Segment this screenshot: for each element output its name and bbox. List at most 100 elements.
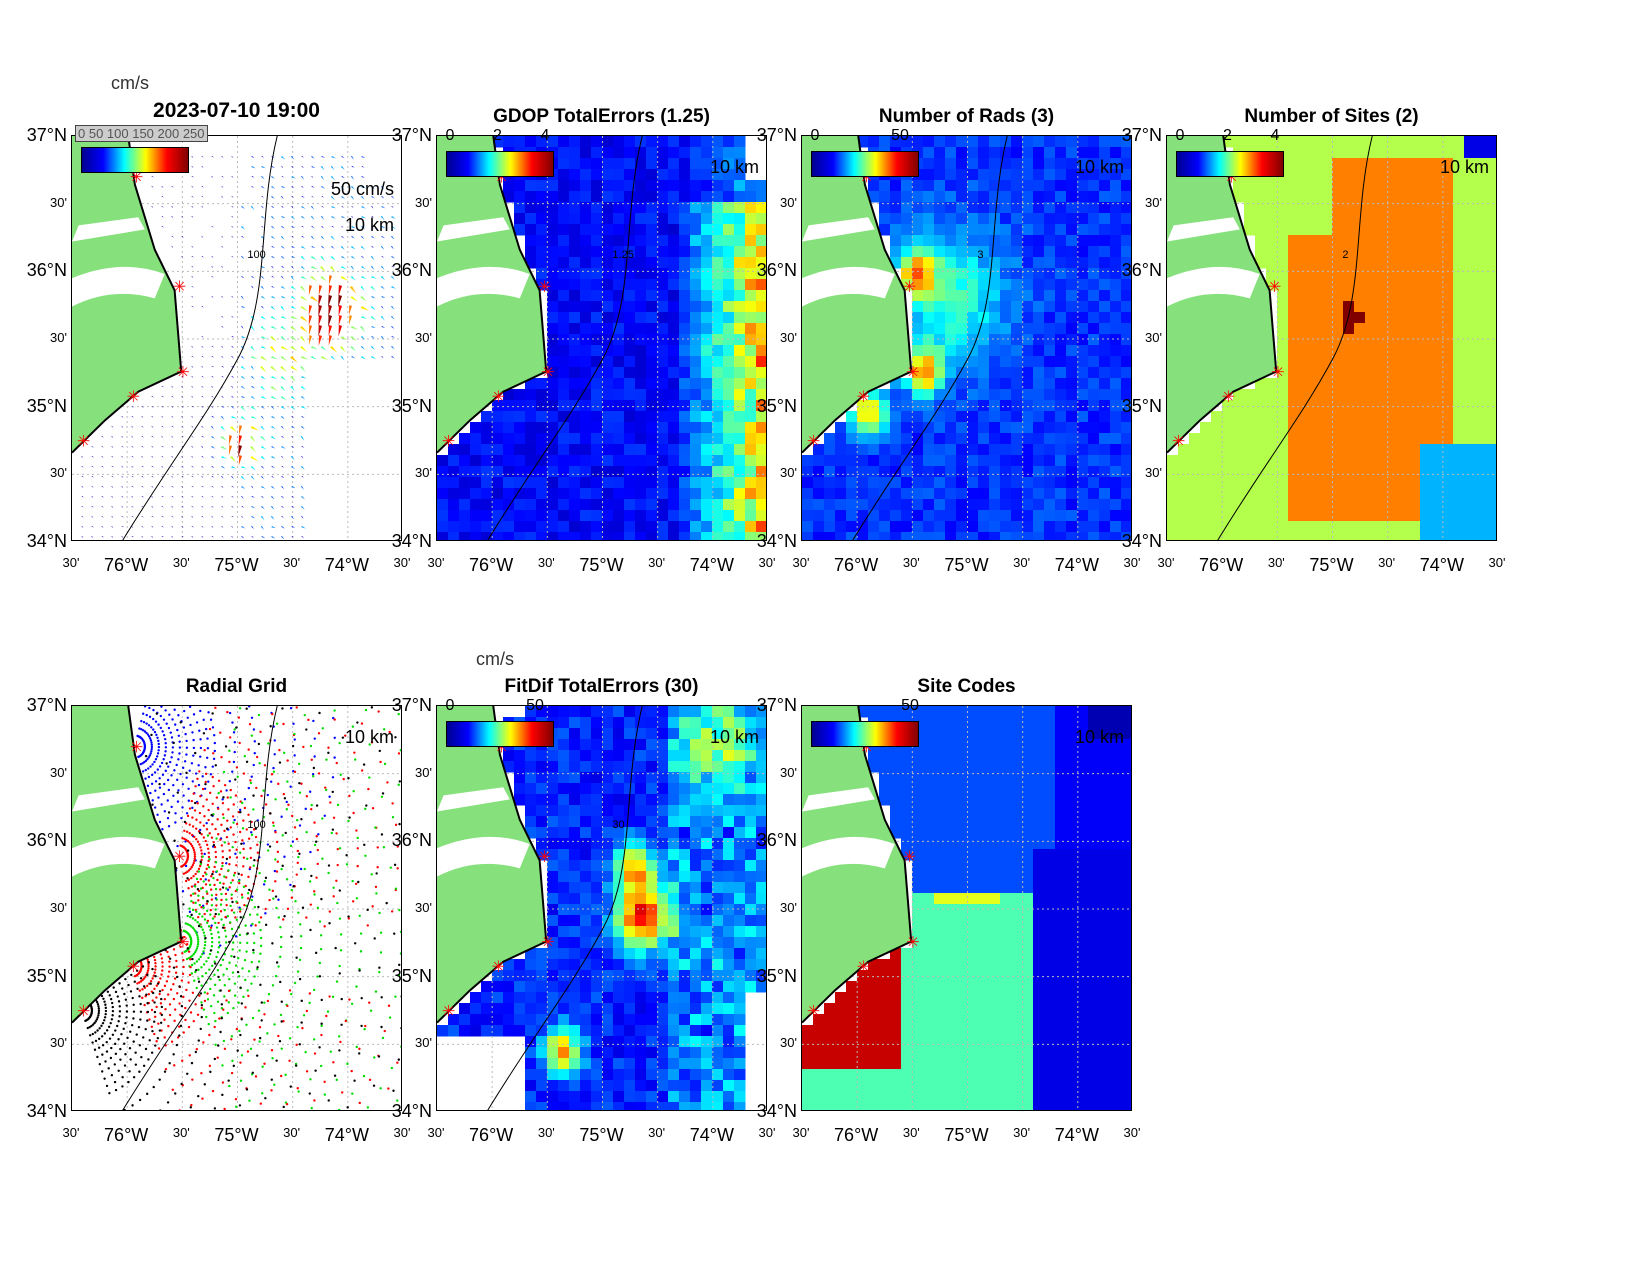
radial-grid-point bbox=[375, 892, 378, 895]
grid-cell bbox=[635, 169, 647, 181]
grid-cell bbox=[1431, 444, 1443, 456]
grid-cell bbox=[1332, 521, 1344, 533]
grid-cell bbox=[802, 488, 814, 500]
grid-cell bbox=[624, 147, 636, 159]
grid-cell bbox=[558, 378, 570, 390]
grid-cell bbox=[1055, 345, 1067, 357]
current-vector bbox=[391, 226, 397, 229]
grid-cell bbox=[1398, 400, 1410, 412]
grid-cell bbox=[1255, 202, 1267, 214]
grid-cell bbox=[723, 279, 735, 291]
radial-grid-point bbox=[353, 758, 357, 761]
grid-cell bbox=[1044, 158, 1056, 170]
grid-cell bbox=[879, 444, 891, 456]
contour-label: 1.25 bbox=[612, 249, 633, 261]
current-vector bbox=[231, 506, 234, 508]
radial-grid-point bbox=[219, 903, 223, 906]
grid-cell bbox=[956, 158, 968, 170]
grid-cell bbox=[712, 455, 724, 467]
grid-cell bbox=[923, 532, 935, 540]
radial-grid-point bbox=[227, 869, 230, 872]
grid-cell bbox=[1420, 367, 1432, 379]
grid-cell bbox=[657, 411, 669, 423]
radial-grid-point bbox=[215, 893, 218, 896]
current-vector bbox=[311, 246, 316, 249]
grid-cell bbox=[1310, 213, 1322, 225]
radial-grid-point bbox=[208, 857, 211, 861]
current-vector bbox=[211, 366, 215, 368]
grid-cell bbox=[890, 466, 902, 478]
grid-cell bbox=[1431, 422, 1443, 434]
grid-cell bbox=[1343, 213, 1355, 225]
grid-cell bbox=[646, 466, 658, 478]
grid-cell bbox=[1088, 499, 1100, 511]
radial-grid-point bbox=[234, 794, 238, 797]
current-vector bbox=[281, 316, 288, 319]
radial-grid-point bbox=[191, 731, 194, 734]
grid-cell bbox=[646, 246, 658, 258]
grid-cell bbox=[679, 389, 691, 401]
radial-grid-point bbox=[378, 970, 381, 974]
radial-grid-point bbox=[216, 878, 219, 882]
x-tick-label: 74°W bbox=[1419, 555, 1464, 575]
grid-cell bbox=[1486, 411, 1496, 423]
grid-cell bbox=[668, 411, 680, 423]
radial-grid-point bbox=[267, 742, 270, 745]
grid-cell bbox=[1453, 224, 1465, 236]
radial-grid-point bbox=[195, 910, 198, 913]
grid-cell bbox=[668, 213, 680, 225]
grid-cell bbox=[1110, 356, 1122, 368]
grid-cell bbox=[1011, 169, 1023, 181]
grid-cell bbox=[591, 224, 603, 236]
grid-cell bbox=[1066, 411, 1078, 423]
grid-cell bbox=[989, 257, 1001, 269]
grid-cell bbox=[1431, 334, 1443, 346]
current-vector bbox=[350, 196, 355, 201]
grid-cell bbox=[1200, 477, 1212, 489]
radial-grid-point bbox=[185, 812, 189, 815]
grid-cell bbox=[923, 279, 935, 291]
grid-cell bbox=[1077, 422, 1089, 434]
x-tick-label: 74°W bbox=[689, 555, 734, 575]
grid-cell bbox=[1376, 389, 1388, 401]
grid-cell bbox=[1387, 191, 1399, 203]
grid-cell bbox=[580, 356, 592, 368]
grid-cell bbox=[679, 312, 691, 324]
x-tick-label: 74°W bbox=[1054, 555, 1099, 575]
grid-cell bbox=[1189, 477, 1201, 489]
radial-grid-point bbox=[150, 750, 153, 753]
radial-grid-point bbox=[379, 1087, 382, 1090]
radial-grid-point bbox=[176, 992, 179, 995]
grid-cell bbox=[481, 466, 493, 478]
grid-cell bbox=[1332, 246, 1344, 258]
grid-cell bbox=[1321, 202, 1333, 214]
radial-grid-point bbox=[380, 795, 384, 799]
current-vector bbox=[320, 256, 325, 262]
colorbar-tick: 0 bbox=[1175, 127, 1185, 144]
grid-cell bbox=[1233, 477, 1245, 489]
current-vector bbox=[271, 176, 275, 180]
grid-cell bbox=[1099, 235, 1111, 247]
grid-cell bbox=[1332, 455, 1344, 467]
grid-cell bbox=[1266, 400, 1278, 412]
current-vector bbox=[291, 466, 296, 470]
radial-grid-point bbox=[309, 850, 312, 854]
grid-cell bbox=[657, 510, 669, 522]
radial-grid-point bbox=[360, 722, 364, 725]
current-vector bbox=[271, 196, 275, 200]
grid-cell bbox=[934, 488, 946, 500]
current-vector bbox=[181, 506, 185, 508]
grid-cell bbox=[1475, 224, 1487, 236]
grid-cell bbox=[1354, 290, 1366, 302]
radial-grid-point bbox=[190, 799, 194, 803]
radial-grid-point bbox=[200, 858, 203, 862]
radial-grid-point bbox=[252, 951, 255, 954]
radial-grid-point bbox=[232, 911, 236, 914]
grid-cell bbox=[1475, 521, 1487, 533]
current-vector bbox=[311, 196, 314, 198]
radial-grid-point bbox=[256, 913, 259, 916]
grid-cell bbox=[668, 477, 680, 489]
current-vector bbox=[241, 526, 246, 529]
grid-cell bbox=[1409, 334, 1421, 346]
grid-cell bbox=[1222, 488, 1234, 500]
